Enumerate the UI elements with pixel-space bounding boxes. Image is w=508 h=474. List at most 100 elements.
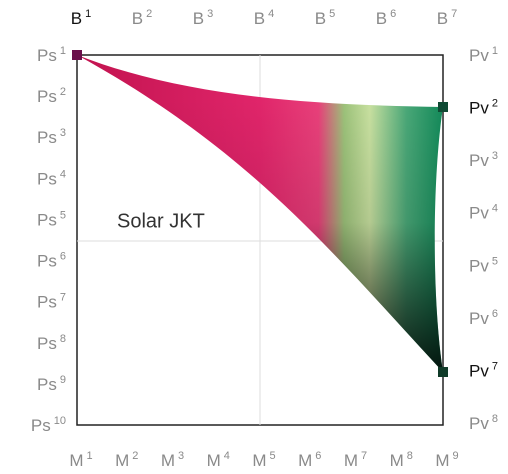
label-text: B	[132, 9, 143, 28]
left-label: Ps 4	[37, 168, 66, 189]
label-text: Pv	[469, 152, 489, 171]
label-sup: 3	[178, 450, 184, 462]
label-sup: 10	[54, 415, 66, 427]
surface-shade	[77, 55, 443, 372]
left-label: Ps 9	[37, 374, 66, 395]
label-sup: 3	[60, 127, 66, 139]
label-sup: 7	[451, 8, 457, 20]
left-label: Ps 10	[31, 415, 66, 436]
label-text: M	[69, 451, 83, 470]
label-sup: 6	[390, 8, 396, 20]
label-sup: 9	[60, 374, 66, 386]
label-sup: 4	[268, 8, 274, 20]
label-sup: 5	[329, 8, 335, 20]
label-text: Pv	[469, 414, 489, 433]
node	[438, 102, 448, 112]
label-text: M	[115, 451, 129, 470]
right-label: Pv 5	[469, 255, 498, 276]
label-text: M	[298, 451, 312, 470]
label-sup: 1	[60, 45, 66, 57]
label-text: B	[71, 9, 82, 28]
label-text: B	[376, 9, 387, 28]
label-sup: 2	[492, 97, 498, 109]
label-sup: 6	[60, 250, 66, 262]
label-sup: 4	[60, 168, 66, 180]
label-sup: 6	[315, 450, 321, 462]
label-text: Ps	[37, 46, 57, 65]
label-sup: 4	[492, 203, 498, 215]
label-sup: 5	[492, 255, 498, 267]
right-label: Pv 1	[469, 45, 498, 66]
label-sup: 4	[224, 450, 230, 462]
label-text: Ps	[37, 129, 57, 148]
label-text: Ps	[31, 416, 51, 435]
label-text: Ps	[37, 334, 57, 353]
label-text: M	[207, 451, 221, 470]
left-label: Ps 6	[37, 250, 66, 271]
label-text: Ps	[37, 211, 57, 230]
label-sup: 8	[60, 333, 66, 345]
right-label: Pv 3	[469, 150, 498, 171]
label-text: B	[315, 9, 326, 28]
label-sup: 8	[407, 450, 413, 462]
left-label: Ps 7	[37, 292, 66, 313]
label-sup: 1	[85, 8, 91, 20]
label-sup: 2	[146, 8, 152, 20]
label-sup: 2	[132, 450, 138, 462]
right-label: Pv 2	[469, 97, 498, 118]
left-label: Ps 3	[37, 127, 66, 148]
diagram-label: Solar JKT	[117, 210, 205, 232]
label-text: Pv	[469, 204, 489, 223]
label-sup: 9	[453, 450, 459, 462]
label-text: B	[437, 9, 448, 28]
label-sup: 3	[207, 8, 213, 20]
label-text: Pv	[469, 46, 489, 65]
label-sup: 7	[492, 360, 498, 372]
label-text: Pv	[469, 309, 489, 328]
label-text: Pv	[469, 99, 489, 118]
node	[438, 367, 448, 377]
label-text: M	[344, 451, 358, 470]
label-text: Pv	[469, 362, 489, 381]
right-label: Pv 6	[469, 308, 498, 329]
label-sup: 2	[60, 86, 66, 98]
label-text: Ps	[37, 293, 57, 312]
left-label: Ps 8	[37, 333, 66, 354]
label-sup: 8	[492, 413, 498, 425]
label-text: M	[390, 451, 404, 470]
left-label: Ps 5	[37, 209, 66, 230]
right-label: Pv 8	[469, 413, 498, 434]
label-sup: 6	[492, 308, 498, 320]
label-sup: 3	[492, 150, 498, 162]
label-text: Ps	[37, 252, 57, 271]
label-text: Pv	[469, 257, 489, 276]
right-label: Pv 7	[469, 360, 498, 381]
label-sup: 5	[60, 209, 66, 221]
label-text: B	[193, 9, 204, 28]
label-text: M	[161, 451, 175, 470]
label-sup: 5	[270, 450, 276, 462]
label-text: Ps	[37, 375, 57, 394]
label-text: Ps	[37, 88, 57, 107]
label-sup: 7	[361, 450, 367, 462]
node	[72, 50, 82, 60]
right-label: Pv 4	[469, 203, 498, 224]
left-label: Ps 1	[37, 45, 66, 66]
label-text: Ps	[37, 170, 57, 189]
label-sup: 1	[87, 450, 93, 462]
